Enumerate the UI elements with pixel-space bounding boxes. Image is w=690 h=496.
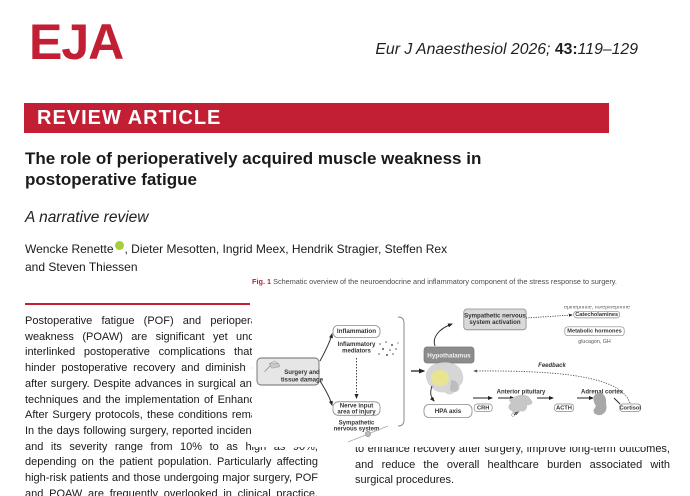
svg-text:nervous system: nervous system bbox=[334, 427, 380, 433]
svg-text:Feedback: Feedback bbox=[538, 363, 566, 369]
svg-text:glucagon, GH: glucagon, GH bbox=[578, 339, 611, 345]
svg-text:Hypothalamus: Hypothalamus bbox=[427, 353, 471, 360]
svg-text:epinephrine, norepinephrine: epinephrine, norepinephrine bbox=[564, 306, 630, 311]
svg-text:Inflammation: Inflammation bbox=[337, 328, 376, 335]
svg-text:tissue damage: tissue damage bbox=[281, 377, 324, 384]
svg-text:Anterior pituitary: Anterior pituitary bbox=[497, 390, 546, 396]
svg-text:area of injury: area of injury bbox=[337, 408, 376, 415]
svg-text:Surgery and: Surgery and bbox=[284, 369, 320, 376]
svg-text:mediators: mediators bbox=[342, 349, 371, 355]
svg-text:Catecholamines: Catecholamines bbox=[575, 312, 618, 318]
svg-text:Metabolic hormones: Metabolic hormones bbox=[567, 329, 621, 335]
svg-text:HPA axis: HPA axis bbox=[435, 408, 462, 415]
svg-text:CRH: CRH bbox=[477, 405, 489, 411]
svg-text:ACTH: ACTH bbox=[556, 405, 572, 411]
svg-text:system activation: system activation bbox=[469, 319, 520, 326]
svg-text:Inflammatory: Inflammatory bbox=[338, 342, 376, 348]
svg-text:Cortisol: Cortisol bbox=[619, 405, 641, 411]
